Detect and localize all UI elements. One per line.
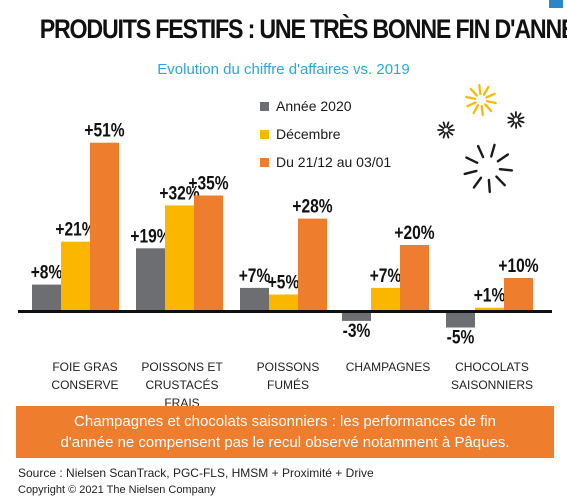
legend-swatch-annee-2020 [260,101,269,111]
bar-chocolats-annee-2020 [446,311,475,328]
firework-ray [438,124,445,130]
fireworks-icon [437,83,525,194]
insight-banner: Champagnes et chocolats saisonniers : le… [16,406,554,458]
firework-ray [517,119,525,124]
value-label-champagnes-decembre: +7% [370,264,402,286]
banner-line-1: Champagnes et chocolats saisonniers : le… [74,413,496,430]
category-label-foie-gras: CONSERVE [51,378,118,392]
firework-ray [465,95,477,100]
firework-ray [466,101,477,108]
legend-item-annee-2020: Année 2020 [260,92,391,120]
value-label-poissons-crustaces-decembre: +32% [159,182,199,204]
firework-ray [447,130,454,136]
firework-ray [469,87,479,97]
category-label-champagnes: CHAMPAGNES [346,360,430,374]
firework-burst-gold [465,83,497,117]
firework-burst-small-left [437,121,455,139]
firework-ray [442,121,446,129]
value-label-poissons-fumes-decembre: +5% [268,271,300,293]
firework-ray [496,153,510,163]
firework-ray [507,120,515,124]
bar-poissons-fumes-decembre [269,294,298,311]
chart-subtitle: Evolution du chiffre d'affaires vs. 2019 [157,61,410,78]
value-label-poissons-fumes-annee-2020: +7% [239,264,271,286]
bar-champagnes-decembre [371,287,400,311]
bar-foie-gras-decembre [61,241,90,311]
legend-swatch-decembre [260,129,269,139]
firework-ray [463,169,478,176]
banner-line-2: d'année ne compensent pas le recul obser… [60,434,510,451]
value-label-chocolats-annee-2020: -5% [447,326,475,348]
firework-ray [483,103,493,113]
bar-poissons-fumes-periode [298,218,327,311]
firework-ray [487,178,491,194]
category-label-foie-gras: FOIE GRAS [52,360,117,374]
bar-foie-gras-periode [90,142,119,311]
category-label-poissons-crustaces: POISSONS ET [141,360,223,374]
bar-champagnes-periode [400,245,429,311]
firework-ray [516,112,522,119]
brand-corner-mark [549,0,563,8]
bar-champagnes-annee-2020 [342,311,371,321]
category-label-chocolats: CHOCOLATS [455,360,529,374]
bar-poissons-crustaces-periode [194,195,223,311]
bar-chocolats-decembre [475,307,504,311]
firework-ray [478,83,482,96]
firework-ray [516,121,522,128]
firework-ray [438,130,445,136]
legend-item-decembre: Décembre [260,120,391,148]
value-label-foie-gras-annee-2020: +8% [31,261,63,283]
bar-foie-gras-annee-2020 [32,284,61,311]
firework-ray [482,85,490,96]
firework-ray [490,143,496,158]
firework-ray [485,92,496,99]
bar-poissons-crustaces-annee-2020 [136,248,165,311]
value-label-foie-gras-periode: +51% [84,119,124,141]
bar-chocolats-periode [504,278,533,311]
copyright-note: Copyright © 2021 The Nielsen Company [18,484,216,496]
legend-label-annee-2020: Année 2020 [276,98,352,114]
category-label-poissons-fumes: FUMÉS [267,377,309,392]
value-label-chocolats-decembre: +1% [474,284,506,306]
firework-ray [472,104,480,115]
bar-poissons-crustaces-decembre [165,205,194,311]
firework-burst-small-right [507,111,525,129]
firework-ray [510,112,516,119]
firework-ray [465,156,479,164]
firework-ray [480,104,484,117]
firework-ray [442,131,446,139]
firework-ray [495,175,506,187]
value-label-foie-gras-decembre: +21% [55,218,95,240]
firework-burst-large [463,143,514,194]
firework-ray [517,116,525,120]
legend: Année 2020 Décembre Du 21/12 au 03/01 [260,92,391,176]
legend-swatch-periode [260,157,269,167]
x-axis-line [18,310,552,313]
firework-ray [476,144,485,159]
value-label-poissons-crustaces-periode: +35% [188,172,228,194]
firework-ray [447,124,454,130]
category-label-poissons-crustaces: CRUSTACÉS [145,377,218,392]
value-label-poissons-crustaces-annee-2020: +19% [130,225,170,247]
source-note: Source : Nielsen ScanTrack, PGC-FLS, HMS… [18,466,374,480]
chart-title: PRODUITS FESTIFS : UNE TRÈS BONNE FIN D'… [39,14,567,44]
bar-poissons-fumes-annee-2020 [240,287,269,311]
firework-ray [472,176,483,189]
legend-label-periode: Du 21/12 au 03/01 [276,154,392,170]
firework-ray [510,121,516,128]
value-label-champagnes-annee-2020: -3% [343,319,371,341]
category-label-chocolats: SAISONNIERS [451,378,533,392]
firework-ray [485,100,497,105]
legend-label-decembre: Décembre [276,126,341,142]
firework-ray [498,167,514,172]
firework-ray [446,131,450,139]
firework-ray [507,116,515,121]
firework-ray [446,121,450,129]
category-label-poissons-fumes: POISSONS [257,360,320,374]
value-label-poissons-fumes-periode: +28% [292,195,332,217]
value-label-chocolats-periode: +10% [498,255,538,277]
value-label-champagnes-periode: +20% [394,222,434,244]
legend-item-periode: Du 21/12 au 03/01 [260,148,391,176]
